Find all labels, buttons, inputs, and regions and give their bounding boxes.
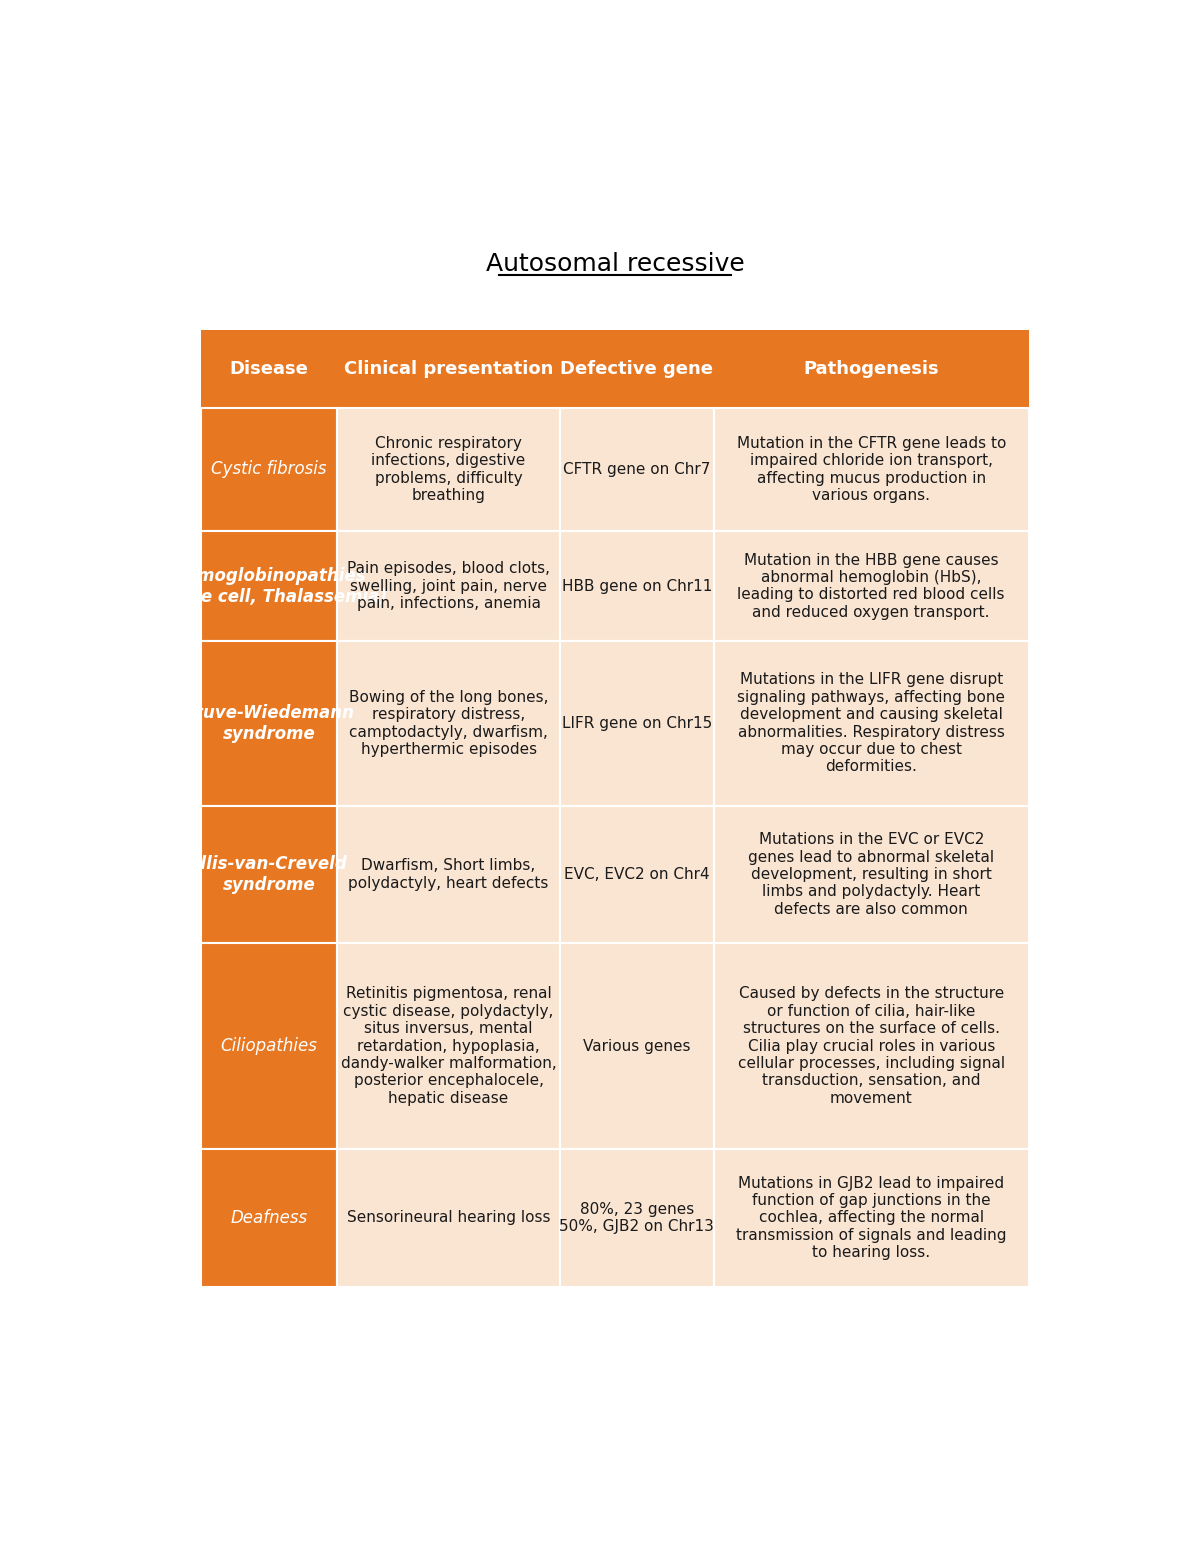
Text: LIFR gene on Chr15: LIFR gene on Chr15: [562, 716, 712, 731]
FancyBboxPatch shape: [202, 641, 337, 806]
FancyBboxPatch shape: [337, 641, 560, 806]
Text: Hemoglobinopathies
(sickle cell, Thalassemia): Hemoglobinopathies (sickle cell, Thalass…: [151, 567, 388, 606]
FancyBboxPatch shape: [714, 943, 1028, 1149]
FancyBboxPatch shape: [337, 943, 560, 1149]
Text: CFTR gene on Chr7: CFTR gene on Chr7: [563, 461, 710, 477]
Text: EVC, EVC2 on Chr4: EVC, EVC2 on Chr4: [564, 867, 709, 882]
Text: Clinical presentation: Clinical presentation: [344, 360, 553, 377]
Text: Bowing of the long bones,
respiratory distress,
camptodactyly, dwarfism,
hyperth: Bowing of the long bones, respiratory di…: [349, 690, 548, 756]
FancyBboxPatch shape: [714, 641, 1028, 806]
Text: Chronic respiratory
infections, digestive
problems, difficulty
breathing: Chronic respiratory infections, digestiv…: [372, 436, 526, 503]
Text: Mutation in the CFTR gene leads to
impaired chloride ion transport,
affecting mu: Mutation in the CFTR gene leads to impai…: [737, 436, 1006, 503]
FancyBboxPatch shape: [202, 531, 337, 641]
Text: Defective gene: Defective gene: [560, 360, 713, 377]
Text: Stuve-Wiedemann
syndrome: Stuve-Wiedemann syndrome: [184, 704, 354, 742]
FancyBboxPatch shape: [337, 407, 560, 531]
FancyBboxPatch shape: [714, 1149, 1028, 1286]
Text: Pain episodes, blood clots,
swelling, joint pain, nerve
pain, infections, anemia: Pain episodes, blood clots, swelling, jo…: [347, 561, 550, 610]
Text: Mutation in the HBB gene causes
abnormal hemoglobin (HbS),
leading to distorted : Mutation in the HBB gene causes abnormal…: [738, 553, 1004, 620]
Text: Autosomal recessive: Autosomal recessive: [486, 252, 744, 276]
Text: Mutations in the EVC or EVC2
genes lead to abnormal skeletal
development, result: Mutations in the EVC or EVC2 genes lead …: [748, 832, 995, 916]
FancyBboxPatch shape: [202, 407, 337, 531]
FancyBboxPatch shape: [337, 1149, 560, 1286]
Text: 80%, 23 genes
50%, GJB2 on Chr13: 80%, 23 genes 50%, GJB2 on Chr13: [559, 1202, 714, 1235]
Text: Sensorineural hearing loss: Sensorineural hearing loss: [347, 1210, 551, 1225]
Text: Mutations in the LIFR gene disrupt
signaling pathways, affecting bone
developmen: Mutations in the LIFR gene disrupt signa…: [737, 672, 1006, 775]
Text: Dwarfism, Short limbs,
polydactyly, heart defects: Dwarfism, Short limbs, polydactyly, hear…: [348, 859, 548, 891]
FancyBboxPatch shape: [202, 943, 337, 1149]
FancyBboxPatch shape: [560, 1149, 714, 1286]
Text: Ellis-van-Creveld
syndrome: Ellis-van-Creveld syndrome: [190, 856, 348, 895]
Text: Cystic fibrosis: Cystic fibrosis: [211, 460, 326, 478]
Text: HBB gene on Chr11: HBB gene on Chr11: [562, 579, 712, 593]
FancyBboxPatch shape: [202, 329, 1028, 407]
Text: Ciliopathies: Ciliopathies: [221, 1037, 318, 1054]
FancyBboxPatch shape: [714, 407, 1028, 531]
FancyBboxPatch shape: [714, 806, 1028, 943]
FancyBboxPatch shape: [560, 943, 714, 1149]
FancyBboxPatch shape: [560, 407, 714, 531]
Text: Pathogenesis: Pathogenesis: [803, 360, 940, 377]
FancyBboxPatch shape: [560, 641, 714, 806]
FancyBboxPatch shape: [714, 531, 1028, 641]
FancyBboxPatch shape: [560, 806, 714, 943]
Text: Deafness: Deafness: [230, 1208, 307, 1227]
FancyBboxPatch shape: [337, 806, 560, 943]
Text: Mutations in GJB2 lead to impaired
function of gap junctions in the
cochlea, aff: Mutations in GJB2 lead to impaired funct…: [736, 1176, 1007, 1259]
Text: Disease: Disease: [229, 360, 308, 377]
FancyBboxPatch shape: [560, 531, 714, 641]
FancyBboxPatch shape: [202, 1149, 337, 1286]
Text: Retinitis pigmentosa, renal
cystic disease, polydactyly,
situs inversus, mental
: Retinitis pigmentosa, renal cystic disea…: [341, 986, 557, 1106]
FancyBboxPatch shape: [202, 806, 337, 943]
Text: Various genes: Various genes: [583, 1039, 691, 1053]
FancyBboxPatch shape: [337, 531, 560, 641]
Text: Caused by defects in the structure
or function of cilia, hair-like
structures on: Caused by defects in the structure or fu…: [738, 986, 1004, 1106]
